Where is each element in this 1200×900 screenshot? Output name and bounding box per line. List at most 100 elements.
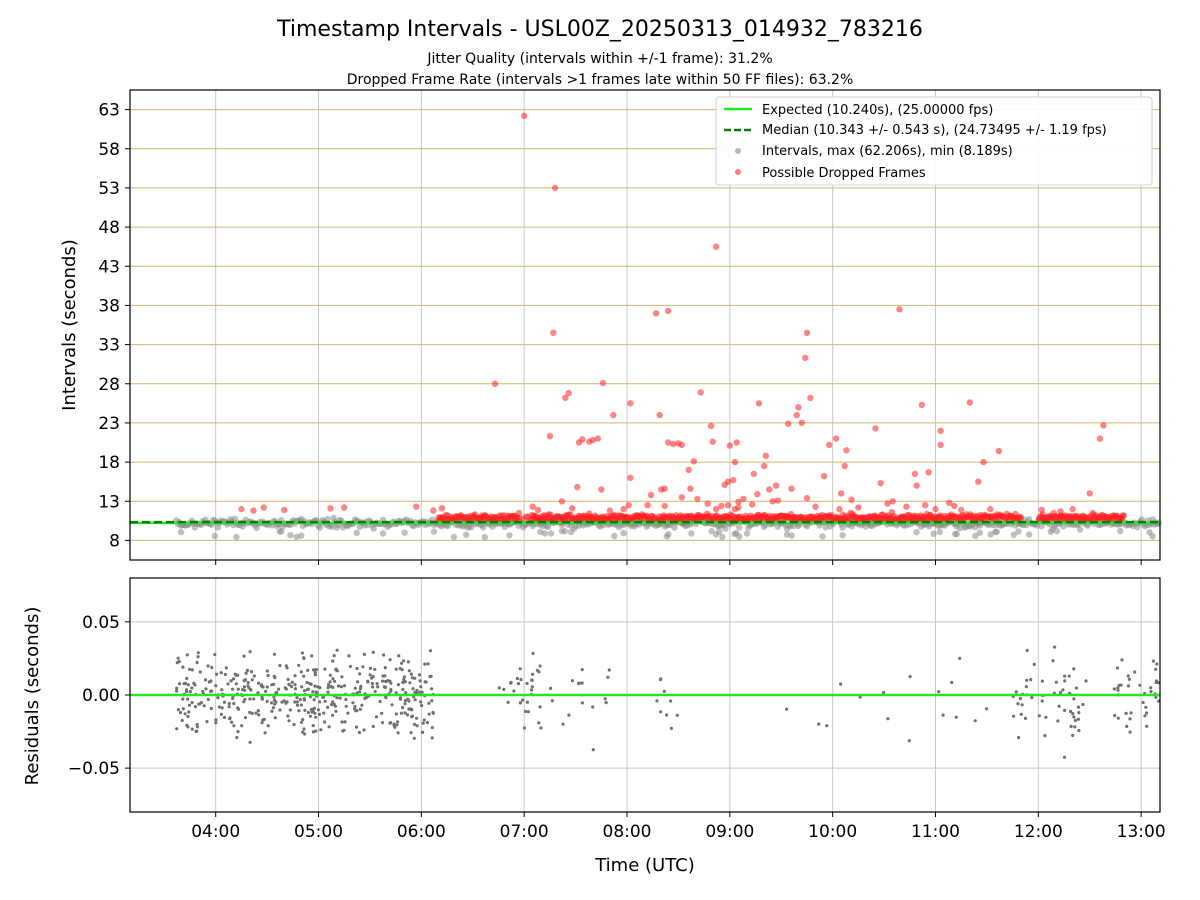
residual-point [530, 685, 534, 689]
dropped-frame-point [812, 503, 819, 510]
residual-point [371, 685, 375, 689]
residual-point [205, 720, 209, 724]
residual-point [1129, 711, 1133, 715]
residual-point [305, 688, 310, 692]
residual-point [186, 697, 190, 701]
dropped-frame-point [661, 502, 668, 510]
residual-point [403, 699, 407, 703]
intervals-y-tick-label: 8 [109, 531, 120, 551]
residual-point [250, 711, 254, 716]
residual-point [591, 748, 595, 752]
residual-point [419, 685, 423, 689]
residual-point [244, 671, 248, 675]
residual-point [1149, 690, 1153, 694]
residual-point [411, 687, 415, 691]
dropped-frame-point [735, 504, 742, 511]
residual-point [1116, 688, 1120, 692]
residual-point [531, 651, 535, 656]
dropped-frame-point [937, 427, 944, 434]
residual-point [1125, 724, 1129, 729]
residual-point [1071, 733, 1075, 738]
intervals-y-tick-label: 58 [98, 140, 120, 160]
dropped-frame-point [807, 394, 814, 402]
dropped-frame-point [772, 482, 780, 489]
residual-point [293, 674, 297, 678]
dropped-frame-point [937, 441, 944, 449]
residual-point [1149, 686, 1153, 690]
residual-point [252, 674, 256, 678]
dropped-frame-point [664, 307, 672, 315]
residual-point [1020, 703, 1024, 707]
residual-point [398, 697, 403, 701]
residual-point [236, 730, 240, 734]
interval-point [561, 528, 569, 535]
residual-point [312, 698, 316, 702]
dropped-frame-point [678, 494, 685, 501]
residual-point [195, 722, 199, 727]
residual-point [368, 666, 373, 671]
residual-point [280, 700, 284, 704]
residual-point [374, 715, 379, 719]
residual-point [398, 666, 402, 671]
dropped-frame-point [697, 389, 704, 396]
residual-point [404, 691, 408, 695]
residual-point [606, 675, 610, 679]
residual-point [394, 712, 398, 716]
residual-point [882, 690, 886, 695]
residual-point [412, 722, 416, 726]
interval-point [936, 528, 943, 536]
interval-point [1010, 531, 1017, 538]
residual-point [1023, 716, 1028, 721]
residual-point [227, 702, 231, 706]
residual-point [380, 711, 384, 715]
residual-point [531, 672, 535, 676]
residual-point [331, 677, 335, 681]
residual-point [1154, 695, 1158, 700]
residual-point [1072, 697, 1076, 701]
residual-point [242, 700, 246, 704]
residual-point [175, 686, 179, 690]
residual-point [188, 667, 192, 671]
residual-point [604, 701, 608, 705]
residual-point [580, 701, 585, 705]
residual-point [295, 696, 299, 700]
dropped-frame-point [670, 440, 677, 448]
residual-point [319, 728, 323, 732]
residual-point [233, 672, 237, 676]
dropped-frame-point [550, 329, 557, 336]
dropped-frame-point [903, 503, 910, 510]
residual-point [176, 656, 180, 660]
dropped-frame-point [762, 452, 769, 459]
residual-point [187, 710, 191, 714]
dropped-frame-point [987, 505, 994, 513]
interval-point [177, 528, 185, 536]
dropped-frame-point [558, 498, 566, 505]
interval-point [430, 528, 438, 535]
residual-point [1025, 678, 1029, 682]
residual-point [1069, 724, 1073, 729]
dropped-frame-point [664, 439, 672, 446]
dropped-frame-point [598, 486, 605, 493]
residual-point [395, 723, 399, 727]
residual-point [403, 702, 407, 706]
residual-point [1113, 713, 1117, 718]
residual-point [209, 679, 213, 683]
residual-point [311, 724, 315, 728]
residual-point [530, 678, 534, 682]
residual-point [326, 686, 330, 690]
residual-point [409, 731, 413, 735]
residual-point [188, 690, 192, 694]
dropped-frame-point [735, 498, 742, 506]
residual-point [315, 691, 319, 695]
dropped-frame-point [1120, 512, 1128, 519]
residual-point [1058, 690, 1063, 695]
residual-point [1072, 715, 1076, 719]
intervals-y-axis-label: Intervals (seconds) [59, 239, 80, 411]
residual-point [195, 725, 199, 729]
residual-point [397, 654, 401, 658]
residual-point [1084, 679, 1088, 683]
residual-point [525, 681, 529, 686]
dropped-frame-point [250, 507, 257, 514]
residual-point [318, 686, 322, 690]
residual-point [950, 680, 954, 685]
